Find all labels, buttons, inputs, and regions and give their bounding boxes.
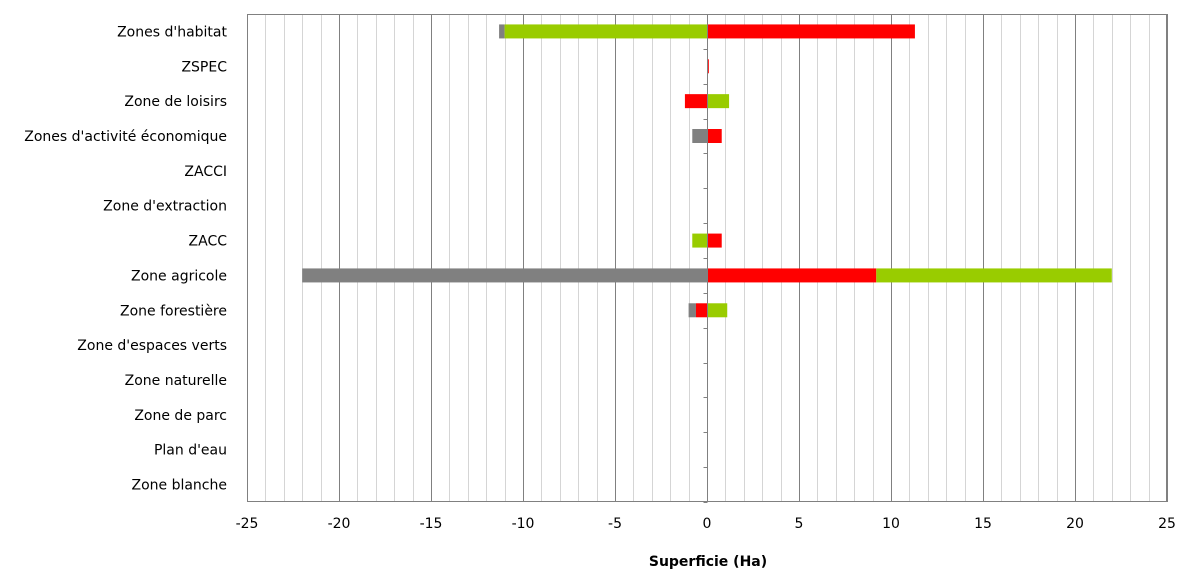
category-label: ZACC [189,234,228,250]
x-tick-label: 5 [795,516,804,532]
category-label: Plan d'eau [154,443,227,459]
category-label: Zone d'extraction [103,199,227,215]
bar-segment [707,94,730,109]
x-tick-labels: -25 -20 -15 -10 -5 0 5 10 15 20 25 [236,516,1176,532]
bar-segment [302,268,707,283]
category-label: Zone forestière [120,303,227,319]
x-tick-label: 0 [703,516,712,532]
x-tick-label: -20 [328,516,351,532]
x-tick-label: 15 [974,516,992,532]
category-label: Zone de loisirs [124,94,227,110]
category-label: Zones d'activité économique [24,129,227,145]
category-label: Zone de parc [134,408,227,424]
bar-segment [499,24,505,39]
bar-segment [876,268,1112,283]
bar-segment [504,24,707,39]
category-label: ZSPEC [181,59,227,75]
bar-segment [707,303,728,318]
bars [302,24,1112,318]
bar-segment [688,303,696,318]
bar-segment [707,233,722,248]
bar-segment [707,129,722,143]
category-label: ZACCI [184,164,227,180]
x-tick-label: -10 [512,516,535,532]
x-tick-label: -25 [236,516,259,532]
bar-segment [695,303,707,318]
bar-segment [692,129,707,143]
x-tick-label: 10 [882,516,900,532]
bar-segment [707,24,915,39]
grid-lines [247,14,1168,502]
bar-segment [684,94,707,109]
category-labels: Zones d'habitat ZSPEC Zone de loisirs Zones… [24,24,227,493]
x-tick-label: 25 [1158,516,1176,532]
category-label: Zone naturelle [125,373,227,389]
category-label: Zones d'habitat [117,24,227,40]
bar-segment [692,233,707,248]
category-label: Zone agricole [131,268,227,284]
axes [247,14,1167,503]
x-axis-title: Superficie (Ha) [649,554,767,570]
x-tick-label: -15 [420,516,443,532]
category-label: Zone d'espaces verts [77,338,227,354]
category-label: Zone blanche [131,478,227,494]
bar-segment [707,268,877,283]
x-tick-label: -5 [608,516,622,532]
x-tick-label: 20 [1066,516,1084,532]
